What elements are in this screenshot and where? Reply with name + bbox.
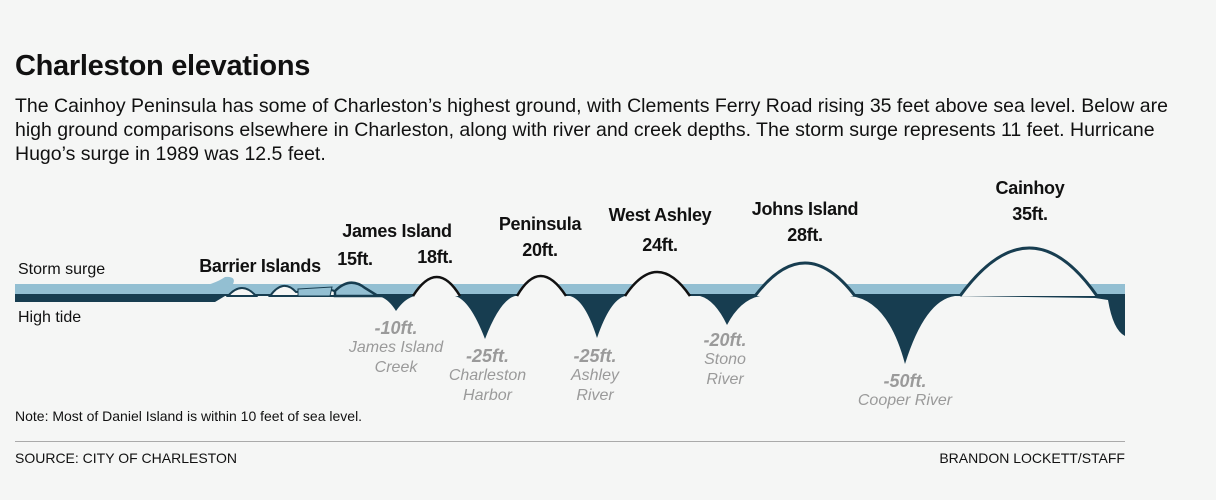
high-tide-water — [15, 294, 1125, 364]
depth-value: -10ft. — [374, 318, 418, 338]
page-title: Charleston elevations — [15, 50, 311, 82]
barrier-island-1 — [225, 287, 259, 297]
depth-value: -20ft. — [703, 330, 747, 350]
depth-cooper-river: -50ft. Cooper River — [835, 371, 975, 411]
hill-cainhoy — [958, 246, 1099, 297]
elevation-label-james-island: James Island — [322, 218, 472, 244]
depth-value: -25ft. — [465, 346, 509, 366]
note: Note: Most of Daniel Island is within 10… — [15, 408, 363, 424]
depth-james-island-creek: -10ft. James Island Creek — [326, 318, 466, 378]
depth-name: River — [706, 371, 744, 388]
elevation-value: 20ft. — [522, 240, 558, 260]
elevation-name: West Ashley — [608, 205, 712, 225]
barrier-bridge — [297, 286, 333, 297]
elevation-value: 24ft. — [642, 235, 678, 255]
elevation-label-barrier-islands: Barrier Islands — [190, 253, 330, 279]
storm-surge-band — [15, 284, 1125, 295]
elevation-value: 35ft. — [1012, 204, 1048, 224]
depth-charleston-harbor: -25ft. Charleston Harbor — [425, 346, 550, 406]
depth-name: River — [576, 387, 614, 404]
depth-name: Cooper River — [857, 392, 953, 409]
elevation-label-peninsula: Peninsula 20ft. — [480, 211, 600, 263]
hill-james-island — [333, 281, 383, 298]
depth-name: James Island — [348, 339, 444, 356]
depth-name: Charleston — [448, 367, 527, 384]
description: The Cainhoy Peninsula has some of Charle… — [15, 95, 1168, 165]
depth-ashley-river: -25ft. Ashley River — [545, 346, 645, 406]
hill-johns-island — [753, 261, 857, 297]
elevation-name: James Island — [342, 221, 452, 241]
depth-name: Creek — [374, 359, 418, 376]
depth-value: -50ft. — [883, 371, 927, 391]
depth-name: Ashley — [570, 367, 620, 384]
elevation-label-west-ashley: West Ashley 24ft. — [590, 202, 730, 258]
divider — [15, 441, 1125, 442]
hill-18ft — [411, 275, 462, 297]
hill-west-ashley — [623, 270, 692, 297]
elevation-name: Johns Island — [751, 199, 859, 219]
high-tide-label: High tide — [18, 309, 82, 326]
elevation-name: Barrier Islands — [199, 256, 321, 276]
elevation-value-15: 15ft. — [337, 249, 373, 269]
credit: BRANDON LOCKETT/STAFF — [939, 450, 1125, 466]
source: SOURCE: CITY OF CHARLESTON — [15, 450, 237, 466]
depth-stono-river: -20ft. Stono River — [675, 330, 775, 390]
depth-name: Stono — [704, 351, 746, 368]
storm-surge-label: Storm surge — [18, 261, 106, 278]
elevation-label-cainhoy: Cainhoy 35ft. — [960, 175, 1100, 227]
elevation-name: Cainhoy — [995, 178, 1065, 198]
hill-peninsula — [515, 274, 568, 297]
elevation-value: 28ft. — [787, 225, 823, 245]
elevation-label-johns-island: Johns Island 28ft. — [735, 196, 875, 248]
elevation-value-18: 18ft. — [417, 247, 453, 267]
elevation-name: Peninsula — [498, 214, 582, 234]
barrier-wave — [195, 276, 234, 288]
depth-value: -25ft. — [573, 346, 617, 366]
depth-name: Harbor — [463, 387, 512, 404]
